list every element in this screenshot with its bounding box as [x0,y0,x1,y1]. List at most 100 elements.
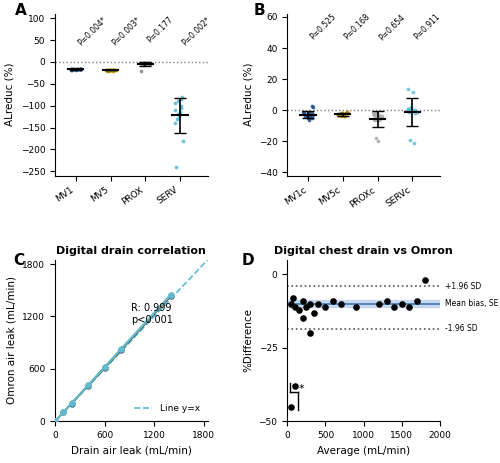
Point [138,61,146,68]
Point [176,108,184,116]
Point [306,330,314,337]
Point [404,105,412,113]
Point [304,110,312,117]
Point [413,297,421,305]
Point [378,113,386,120]
Point [298,297,306,305]
Title: Digital drain correlation: Digital drain correlation [56,246,206,256]
Point [174,98,182,105]
Point [304,113,312,120]
Point [372,116,380,123]
Point [370,111,378,119]
Point [405,108,413,116]
Point [338,110,345,117]
Point [406,136,414,144]
Y-axis label: ALreduc (%): ALreduc (%) [243,63,253,126]
Point [300,110,308,117]
Text: P=0.002*: P=0.002* [180,15,212,47]
Point [337,110,345,117]
Point [287,403,295,410]
Point [369,110,377,117]
Point [67,66,75,73]
Text: P=0.911: P=0.911 [412,13,442,42]
Point [68,66,76,74]
Point [304,111,312,119]
Point [336,113,344,120]
Text: B: B [254,3,265,18]
Text: D: D [242,253,254,268]
Point [76,66,84,73]
Point [291,382,299,390]
Point [374,113,382,120]
Point [340,111,348,119]
Point [305,108,313,116]
Text: A: A [16,3,27,18]
Point [146,60,154,68]
Point [372,110,380,117]
Point [338,110,346,117]
Point [290,294,298,301]
Text: R: 0.999
p<0.001: R: 0.999 p<0.001 [132,303,173,325]
Point [105,67,113,74]
Point [411,110,419,117]
Point [305,114,313,122]
Point [308,114,316,122]
Point [410,88,418,95]
Point [411,106,419,114]
Text: P=0.004*: P=0.004* [76,15,108,47]
Point [70,65,78,73]
Point [105,66,113,74]
Point [306,113,314,120]
Point [146,60,154,67]
Point [406,303,413,310]
Point [308,110,316,117]
Point [314,300,322,307]
Text: P=0.654: P=0.654 [378,13,407,42]
Point [308,103,316,111]
Point [136,60,144,67]
Point [177,104,185,112]
Point [306,300,314,307]
Y-axis label: ALreduc (%): ALreduc (%) [5,63,15,126]
Point [110,67,118,74]
Point [102,66,110,74]
Point [404,105,411,113]
Point [76,65,84,73]
Text: P=0.177: P=0.177 [146,15,175,44]
Text: P=0.525: P=0.525 [308,13,338,42]
Point [144,59,152,67]
Point [140,61,148,68]
Point [372,113,380,120]
Point [375,116,383,123]
Title: Digital chest drain vs Omron: Digital chest drain vs Omron [274,246,453,256]
Point [343,108,351,116]
Point [141,61,149,68]
Point [72,66,80,73]
Point [173,115,181,123]
Point [140,60,148,67]
Point [378,114,386,122]
Point [76,65,84,73]
Point [141,59,149,67]
Point [322,303,330,310]
Point [306,116,314,123]
Point [76,66,84,73]
Point [110,67,118,74]
Point [372,110,380,117]
Point [140,60,148,67]
Point [68,65,76,73]
Point [370,116,378,123]
Point [302,303,310,310]
Point [74,66,82,73]
X-axis label: Average (mL/min): Average (mL/min) [317,445,410,456]
Point [390,303,398,310]
Point [146,60,154,68]
Point [340,113,348,120]
Point [103,67,111,74]
Point [175,113,183,120]
Point [310,309,318,316]
Point [108,67,116,74]
Point [340,113,348,120]
Bar [287,300,440,307]
Point [398,300,406,307]
